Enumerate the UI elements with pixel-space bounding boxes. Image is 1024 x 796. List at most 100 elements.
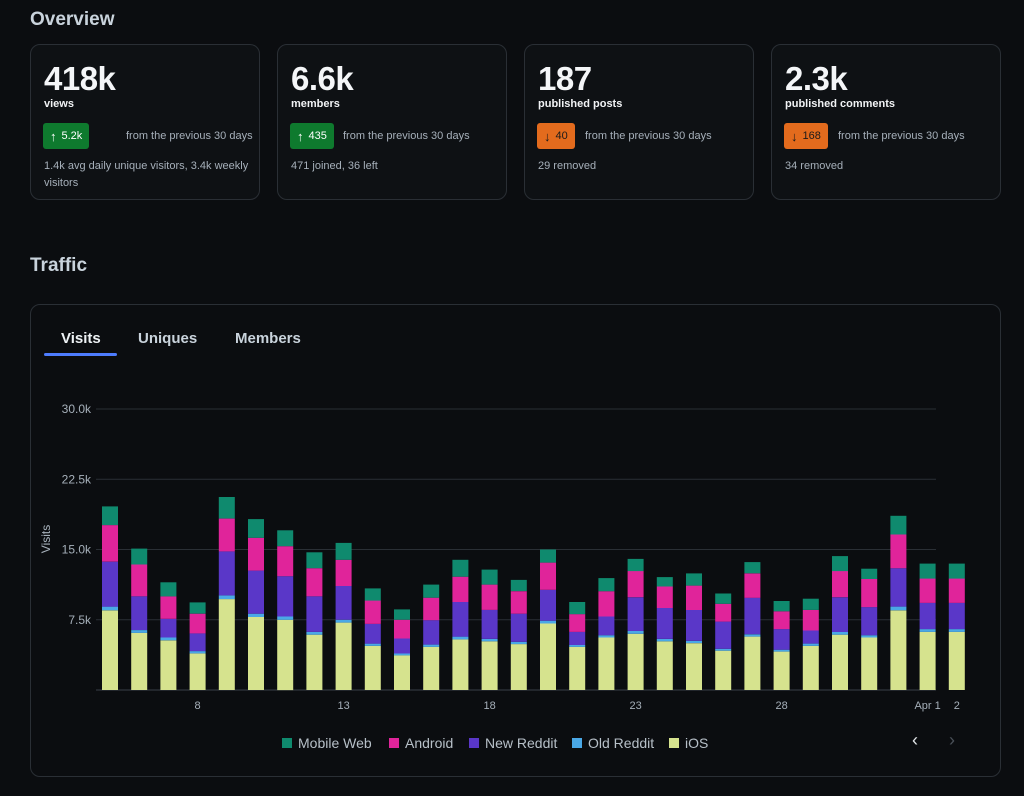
bar-segment-android[interactable] (277, 546, 294, 577)
bar-segment-old-reddit[interactable] (802, 643, 819, 646)
bar-segment-android[interactable] (452, 576, 469, 602)
bar-segment-ios[interactable] (189, 653, 206, 691)
bar-segment-new-reddit[interactable] (890, 568, 907, 607)
bar-segment-ios[interactable] (452, 639, 469, 690)
tab-uniques[interactable]: Uniques (138, 330, 198, 347)
bar-segment-old-reddit[interactable] (832, 631, 848, 635)
bar-segment-mobile-web[interactable] (423, 584, 440, 598)
bar-segment-android[interactable] (335, 559, 352, 586)
bar-segment-ios[interactable] (715, 650, 732, 690)
bar-segment-android[interactable] (861, 579, 878, 608)
bar-segment-new-reddit[interactable] (364, 624, 381, 644)
legend-item-old-reddit[interactable]: Old Reddit (572, 735, 654, 751)
bar-segment-ios[interactable] (656, 641, 673, 690)
bar-segment-old-reddit[interactable] (948, 629, 965, 632)
bar-segment-ios[interactable] (218, 599, 235, 690)
bar-segment-mobile-web[interactable] (394, 609, 410, 620)
bar-segment-android[interactable] (686, 585, 702, 610)
bar-segment-old-reddit[interactable] (656, 639, 673, 642)
bar-segment-new-reddit[interactable] (802, 630, 819, 644)
bar-segment-ios[interactable] (306, 634, 323, 690)
bar-segment-new-reddit[interactable] (656, 608, 673, 639)
bar-segment-old-reddit[interactable] (248, 613, 264, 617)
bar-segment-ios[interactable] (744, 636, 761, 690)
bar-segment-ios[interactable] (627, 633, 644, 690)
bar-segment-mobile-web[interactable] (510, 579, 527, 592)
bar-segment-android[interactable] (423, 597, 440, 621)
bar-segment-mobile-web[interactable] (481, 569, 498, 585)
bar-segment-android[interactable] (744, 573, 761, 598)
bar-segment-android[interactable] (656, 586, 673, 609)
bar-segment-mobile-web[interactable] (773, 601, 790, 612)
bar-segment-old-reddit[interactable] (744, 634, 761, 637)
bar-segment-old-reddit[interactable] (569, 645, 586, 647)
bar-segment-mobile-web[interactable] (364, 588, 381, 601)
bar-segment-mobile-web[interactable] (656, 577, 673, 587)
bar-segment-ios[interactable] (802, 646, 819, 690)
bar-segment-android[interactable] (131, 564, 148, 597)
bar-segment-ios[interactable] (598, 637, 615, 691)
bar-segment-android[interactable] (189, 613, 206, 634)
bar-segment-mobile-web[interactable] (832, 556, 848, 572)
bar-segment-ios[interactable] (773, 651, 790, 690)
bar-segment-old-reddit[interactable] (861, 635, 878, 638)
bar-segment-android[interactable] (919, 578, 936, 603)
bar-segment-ios[interactable] (832, 634, 848, 690)
bar-segment-android[interactable] (248, 537, 264, 571)
bar-segment-old-reddit[interactable] (160, 637, 177, 641)
bar-segment-mobile-web[interactable] (919, 563, 936, 579)
bar-segment-mobile-web[interactable] (452, 559, 469, 577)
bar-segment-old-reddit[interactable] (277, 616, 294, 620)
bar-segment-mobile-web[interactable] (686, 573, 702, 586)
bar-segment-old-reddit[interactable] (335, 619, 352, 623)
bar-segment-new-reddit[interactable] (102, 561, 118, 607)
bar-segment-ios[interactable] (335, 622, 352, 690)
bar-segment-android[interactable] (218, 518, 235, 552)
bar-segment-ios[interactable] (423, 646, 440, 690)
bar-segment-old-reddit[interactable] (189, 651, 206, 654)
bar-segment-mobile-web[interactable] (948, 563, 965, 579)
bar-segment-android[interactable] (948, 578, 965, 603)
bar-segment-old-reddit[interactable] (627, 631, 644, 634)
bar-segment-mobile-web[interactable] (598, 578, 615, 592)
bar-segment-old-reddit[interactable] (773, 649, 790, 652)
bar-segment-android[interactable] (160, 596, 177, 619)
bar-segment-mobile-web[interactable] (540, 549, 556, 563)
bar-segment-mobile-web[interactable] (744, 562, 761, 574)
bar-segment-new-reddit[interactable] (686, 609, 702, 641)
bar-segment-mobile-web[interactable] (160, 582, 177, 597)
bar-segment-new-reddit[interactable] (569, 631, 586, 645)
bar-segment-android[interactable] (773, 611, 790, 630)
bar-segment-mobile-web[interactable] (131, 548, 148, 565)
bar-segment-android[interactable] (394, 619, 410, 639)
bar-segment-new-reddit[interactable] (160, 618, 177, 638)
bar-segment-ios[interactable] (102, 610, 118, 690)
bar-segment-old-reddit[interactable] (306, 631, 323, 635)
bar-segment-android[interactable] (364, 600, 381, 624)
bar-segment-new-reddit[interactable] (715, 621, 732, 649)
bar-segment-old-reddit[interactable] (510, 641, 527, 645)
bar-segment-new-reddit[interactable] (335, 586, 352, 620)
bar-segment-android[interactable] (598, 591, 615, 617)
bar-segment-ios[interactable] (890, 610, 907, 690)
bar-segment-new-reddit[interactable] (248, 570, 264, 614)
bar-segment-android[interactable] (890, 534, 907, 569)
bar-segment-android[interactable] (627, 571, 644, 598)
bar-segment-new-reddit[interactable] (218, 551, 235, 596)
chevron-left-icon[interactable]: ‹ (912, 730, 918, 750)
bar-segment-old-reddit[interactable] (686, 640, 702, 644)
bar-segment-new-reddit[interactable] (481, 609, 498, 639)
bar-segment-mobile-web[interactable] (627, 558, 644, 572)
bar-segment-old-reddit[interactable] (598, 635, 615, 638)
bar-segment-mobile-web[interactable] (802, 598, 819, 610)
bar-segment-android[interactable] (715, 603, 732, 622)
bar-segment-new-reddit[interactable] (948, 602, 965, 630)
bar-segment-ios[interactable] (160, 640, 177, 690)
bar-segment-android[interactable] (306, 568, 323, 597)
bar-segment-ios[interactable] (861, 637, 878, 691)
bar-segment-new-reddit[interactable] (394, 638, 410, 654)
bar-segment-new-reddit[interactable] (452, 602, 469, 637)
bar-segment-ios[interactable] (394, 655, 410, 690)
bar-segment-ios[interactable] (919, 631, 936, 690)
bar-segment-old-reddit[interactable] (540, 620, 556, 624)
